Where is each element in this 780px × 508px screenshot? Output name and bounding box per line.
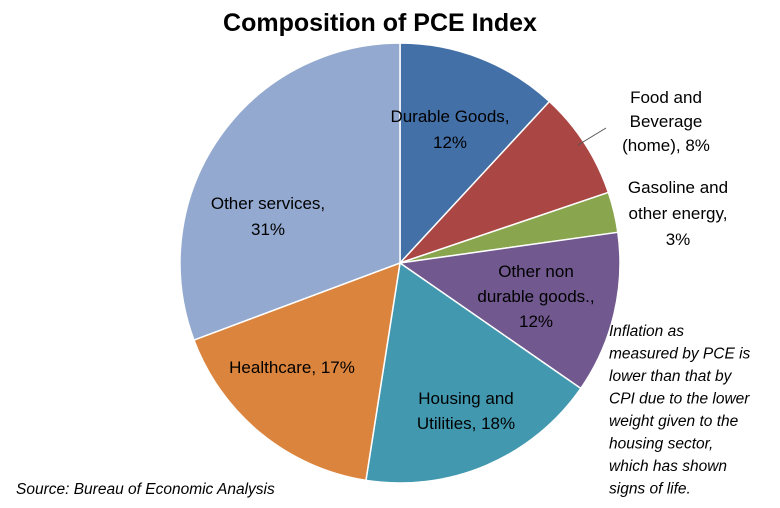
slice-label-5: Housing and Utilities, 18% — [417, 389, 515, 433]
slice-label-4: Other non durable goods., 12% — [477, 262, 594, 331]
leader-line-2 — [577, 127, 607, 146]
slice-labels: Durable Goods, 12% Food and Beverage (home),… — [211, 88, 728, 433]
pie-slice-4 — [397, 231, 621, 390]
pie-slices — [179, 42, 621, 484]
slice-label-1: Durable Goods, 12% — [390, 107, 509, 152]
slice-label-3: Gasoline and other energy, 3% — [628, 178, 728, 249]
pie-slice-1 — [399, 42, 551, 265]
annotation-note: Inflation as measured by PCE is lower than… — [609, 323, 751, 498]
pie-slice-2 — [399, 100, 610, 264]
pie-slice-5 — [365, 261, 582, 484]
slice-label-7: Other services, 31% — [211, 194, 325, 239]
slice-label-2: Food and Beverage (home), 8% — [622, 88, 710, 155]
leader-lines — [577, 127, 607, 146]
pie-slice-6 — [192, 261, 401, 482]
pie-slice-7 — [179, 42, 401, 341]
slice-label-6: Healthcare, 17% — [229, 358, 355, 377]
chart-title: Composition of PCE Index — [223, 9, 537, 37]
source-note: Source: Bureau of Economic Analysis — [16, 481, 275, 498]
